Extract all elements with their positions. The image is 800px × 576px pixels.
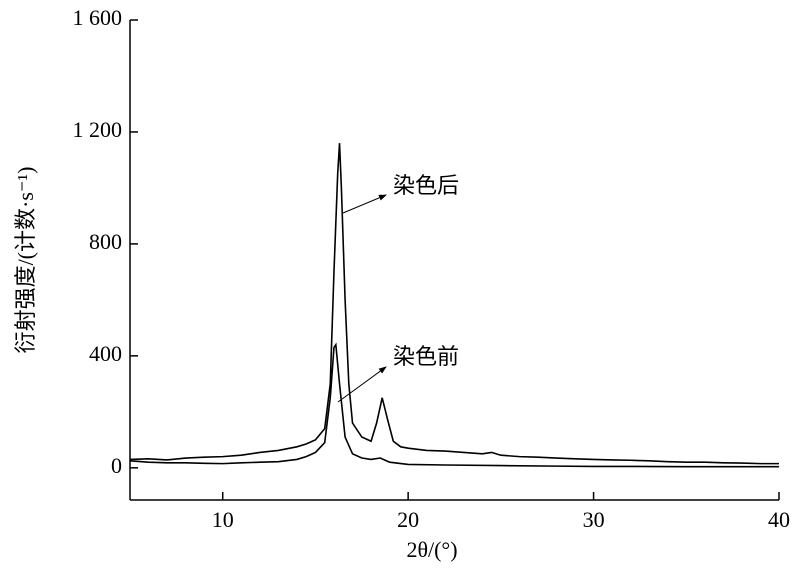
x-tick-label: 20 (397, 507, 419, 532)
y-tick-label: 0 (111, 453, 122, 478)
y-tick-label: 400 (89, 341, 122, 366)
y-tick-label: 800 (89, 229, 122, 254)
x-tick-label: 30 (583, 507, 605, 532)
x-axis-label: 2θ/(°) (406, 537, 457, 562)
y-axis-label: 衍射强度/(计数·s⁻¹) (13, 167, 38, 354)
x-tick-label: 10 (212, 507, 234, 532)
annotation-arrow (342, 194, 387, 214)
y-tick-label: 1 200 (73, 117, 123, 142)
annotation-arrow (337, 366, 387, 403)
data-line (129, 143, 779, 465)
x-tick-label: 40 (768, 507, 790, 532)
annotation: 染色后 (393, 174, 459, 199)
annotation: 染色前 (393, 345, 459, 370)
y-tick-label: 1 600 (73, 5, 123, 30)
data-line (129, 342, 779, 468)
